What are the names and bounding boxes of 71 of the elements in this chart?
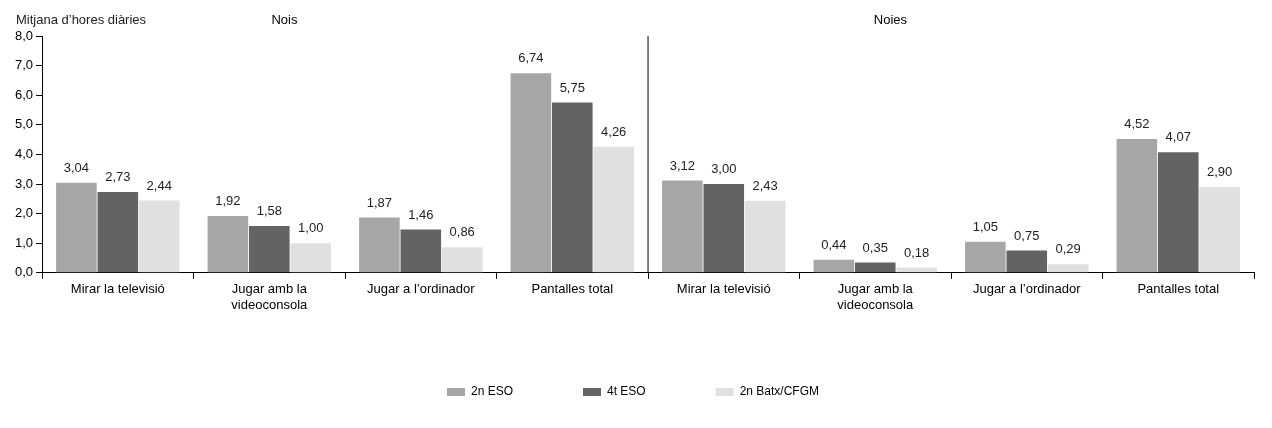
bar (56, 182, 97, 273)
bar (662, 180, 703, 273)
bar (896, 267, 937, 273)
data-label: 6,74 (518, 50, 544, 66)
data-label: 0,75 (1014, 227, 1040, 243)
data-label: 0,86 (449, 224, 475, 240)
bar (1157, 152, 1199, 273)
y-tick-label: 0,0 (14, 264, 34, 280)
bar (703, 184, 745, 273)
bar (359, 217, 400, 273)
x-tick-label: Mirar la televisió (676, 281, 771, 297)
bar (854, 262, 896, 273)
y-tick-label: 4,0 (14, 145, 34, 161)
bar (138, 200, 180, 273)
y-tick-label: 3,0 (14, 175, 34, 191)
y-tick-label: 6,0 (14, 86, 34, 102)
data-label: 3,00 (711, 161, 737, 177)
data-label: 1,87 (366, 194, 393, 210)
data-label: 1,05 (972, 218, 999, 234)
data-label: 1,46 (408, 206, 434, 222)
bar (400, 229, 442, 273)
bar (813, 259, 855, 273)
data-label: 1,58 (256, 203, 282, 219)
bar (290, 243, 332, 273)
bar (441, 247, 483, 273)
x-tick-label: Pantalles total (1137, 281, 1220, 297)
data-label: 1,92 (215, 193, 241, 209)
x-tick-label: Jugar amb la videoconsola (231, 281, 309, 312)
y-tick-label: 1,0 (14, 234, 34, 250)
bar (1116, 139, 1158, 273)
data-label: 4,52 (1124, 116, 1150, 132)
legend-label: 2n ESO (470, 384, 513, 399)
bar (965, 241, 1006, 273)
x-tick-label: Jugar amb la videoconsola (837, 281, 914, 312)
bar (1047, 264, 1089, 273)
text: Nois (271, 12, 298, 28)
data-label: 0,35 (862, 239, 888, 255)
data-label: 0,18 (904, 244, 930, 260)
y-tick-label: 8,0 (14, 27, 34, 43)
text: Noies (873, 12, 908, 28)
bar (744, 200, 786, 273)
y-tick-label: 2,0 (14, 205, 34, 221)
y-tick-label: 5,0 (14, 116, 34, 132)
data-label: 2,44 (146, 177, 172, 193)
data-label: 2,73 (105, 169, 131, 185)
x-tick-label: Jugar a l’ordinador (972, 281, 1082, 297)
data-label: 0,44 (821, 236, 847, 252)
data-label: 5,75 (559, 79, 585, 95)
y-axis-title: Mitjana d’hores diàries (16, 12, 147, 28)
data-label: 0,29 (1055, 241, 1081, 257)
bar (97, 191, 139, 273)
bar (510, 73, 552, 273)
data-label: 2,90 (1207, 164, 1233, 180)
bar (1006, 250, 1048, 273)
x-tick-label: Mirar la televisió (70, 281, 165, 297)
data-label: 4,07 (1165, 129, 1191, 145)
y-tick-label: 7,0 (14, 57, 34, 73)
x-tick-label: Pantalles total (531, 281, 614, 297)
bar (249, 226, 290, 273)
data-label: 4,26 (601, 123, 627, 139)
bar (552, 102, 593, 273)
legend-label: 4t ESO (606, 384, 646, 399)
x-tick-label: Jugar a l’ordinador (366, 281, 476, 297)
data-label: 3,04 (63, 159, 90, 175)
legend-label: 2n Batx/CFGM (739, 384, 820, 399)
data-label: 2,43 (752, 177, 778, 193)
data-label: 1,00 (298, 220, 324, 236)
bar (593, 146, 634, 273)
bar (1199, 186, 1240, 273)
data-label: 3,12 (669, 157, 696, 173)
bar (207, 215, 249, 273)
